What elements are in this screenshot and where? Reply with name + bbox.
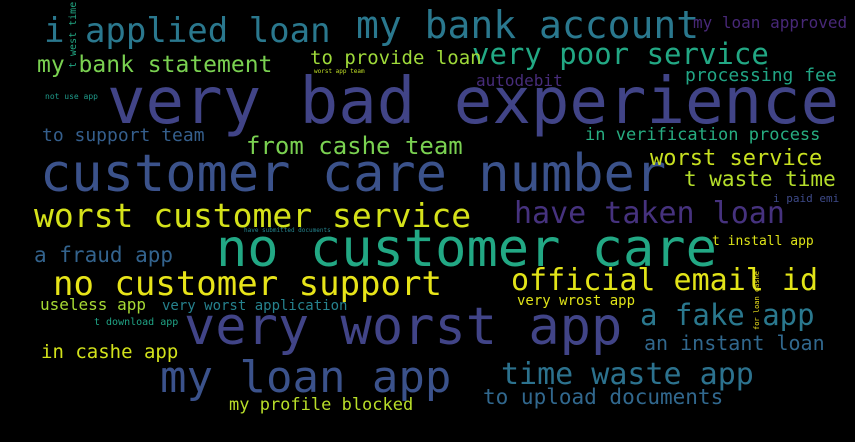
- word-very-wrost-app: very wrost app: [517, 293, 636, 309]
- word-in-verification-process: in verification process: [585, 125, 821, 145]
- word-very-worst-application: very worst application: [162, 298, 348, 314]
- word-have-taken-loan: have taken loan: [514, 196, 785, 231]
- word-my-bank-account: my bank account: [356, 3, 700, 47]
- word-i-paid-emi: i paid emi: [773, 192, 840, 205]
- word-a-fake-app: a fake app: [640, 298, 815, 332]
- word-to-support-team: to support team: [42, 125, 205, 146]
- word-have-submitted-documents: have submitted documents: [244, 227, 331, 234]
- word-t-download-app: t download app: [94, 317, 179, 328]
- word-a-fraud-app: a fraud app: [34, 243, 174, 267]
- word-no-customer-care: no customer care: [216, 219, 717, 279]
- word-worst-customer-service: worst customer service: [34, 196, 472, 235]
- word-time-waste-app: time waste app: [501, 357, 754, 392]
- word-no-customer-support: no customer support: [53, 264, 442, 304]
- word-i-applied-loan: i applied loan: [44, 11, 331, 51]
- word-t-install-app: t install app: [712, 234, 814, 249]
- word-my-loan-app: my loan app: [160, 352, 452, 403]
- word-for-loan-cashe: for loan cashe: [753, 270, 761, 330]
- word-very-bad-experience: very bad experience: [107, 65, 840, 139]
- word-useless-app: useless app: [40, 295, 146, 314]
- word-t-west-time: t west time: [68, 1, 79, 68]
- word-worst-service: worst service: [650, 146, 823, 171]
- word-processing-fee: processing fee: [685, 65, 837, 86]
- word-my-profile-blocked: my profile blocked: [229, 395, 414, 415]
- word-worst-app-team: worst app team: [314, 68, 365, 75]
- word-my-loan-approved: my loan approved: [693, 13, 848, 32]
- word-to-upload-documents: to upload documents: [483, 385, 724, 409]
- word-to-provide-loan: to provide loan: [310, 47, 482, 69]
- word-official-email-id: official email id: [511, 263, 819, 298]
- word-an-instant-loan: an instant loan: [644, 331, 825, 355]
- word-t-waste-time: t waste time: [684, 167, 836, 191]
- word-customer-care-number: customer care number: [40, 144, 667, 204]
- word-my-bank-statement: my bank statement: [37, 52, 273, 78]
- word-from-cashe-team: from cashe team: [246, 132, 463, 160]
- word-autodebit: autodebit: [476, 71, 563, 90]
- word-very-worst-app: very worst app: [184, 297, 623, 357]
- word-in-cashe-app: in cashe app: [41, 341, 179, 363]
- word-very-poor-service: very poor service: [472, 37, 769, 71]
- word-not-use-app: not use app: [45, 92, 98, 101]
